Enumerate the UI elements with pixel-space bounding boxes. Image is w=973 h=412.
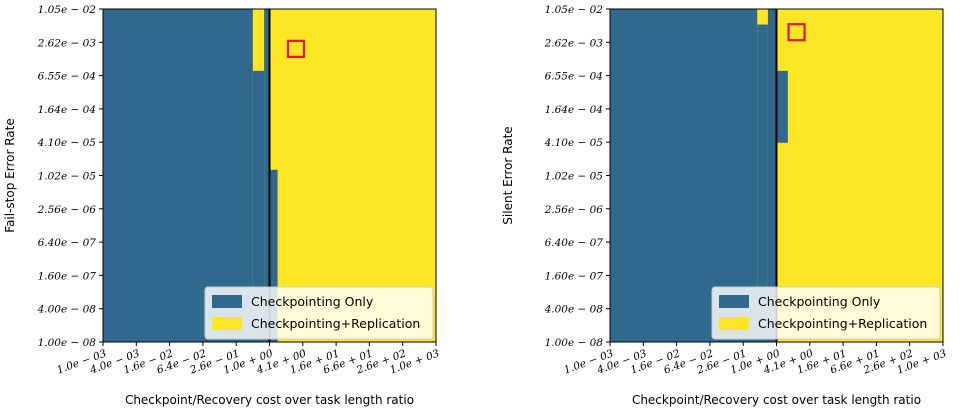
y-tick-label: 1.60e − 07 <box>545 270 604 282</box>
y-tick-label: 1.02e − 05 <box>545 171 604 183</box>
legend-label-1: Checkpointing+Replication <box>758 316 927 331</box>
y-tick-label: 1.60e − 07 <box>38 270 97 282</box>
legend-label-0: Checkpointing Only <box>758 294 881 309</box>
legend-label-0: Checkpointing Only <box>251 294 374 309</box>
y-tick-label: 4.00e − 08 <box>37 304 97 316</box>
x-axis-label: Checkpoint/Recovery cost over task lengt… <box>125 393 414 407</box>
heatmap-region-3 <box>777 71 788 143</box>
legend-swatch-1 <box>212 317 242 330</box>
y-tick-label: 1.05e − 02 <box>38 4 97 16</box>
y-tick-label: 6.40e − 07 <box>545 237 604 249</box>
y-tick-label: 4.10e − 05 <box>544 137 604 149</box>
y-tick-label: 2.62e − 03 <box>544 37 604 49</box>
y-tick-label: 4.10e − 05 <box>37 137 97 149</box>
y-tick-label: 6.55e − 04 <box>545 71 603 83</box>
silent-error-heatmap: 1.05e − 02 2.62e − 03 6.55e − 04 1.64e − 04… <box>490 0 973 412</box>
y-axis-label: Fail-stop Error Rate <box>3 118 17 232</box>
legend-swatch-0 <box>212 295 242 308</box>
x-axis-label: Checkpoint/Recovery cost over task lengt… <box>632 393 921 407</box>
y-tick-label: 6.55e − 04 <box>38 71 96 83</box>
y-tick-label: 2.56e − 06 <box>544 204 604 216</box>
y-tick-label: 4.00e − 08 <box>544 304 604 316</box>
y-tick-label: 1.02e − 05 <box>38 171 97 183</box>
y-tick-label: 1.64e − 04 <box>545 104 603 116</box>
y-tick-label: 1.00e − 08 <box>545 337 604 349</box>
y-tick-label: 6.40e − 07 <box>38 237 97 249</box>
y-tick-label: 1.05e − 02 <box>545 4 604 16</box>
y-axis-label: Silent Error Rate <box>501 126 515 224</box>
y-tick-label: 2.56e − 06 <box>37 204 97 216</box>
y-tick-label: 1.64e − 04 <box>38 104 96 116</box>
y-tick-label: 1.00e − 08 <box>38 337 97 349</box>
legend-swatch-1 <box>719 317 749 330</box>
fail-stop-heatmap: 1.05e − 02 2.62e − 03 6.55e − 04 1.64e − 04… <box>0 0 490 412</box>
y-tick-label: 2.62e − 03 <box>37 37 97 49</box>
legend-swatch-0 <box>719 295 749 308</box>
legend-label-1: Checkpointing+Replication <box>251 316 420 331</box>
